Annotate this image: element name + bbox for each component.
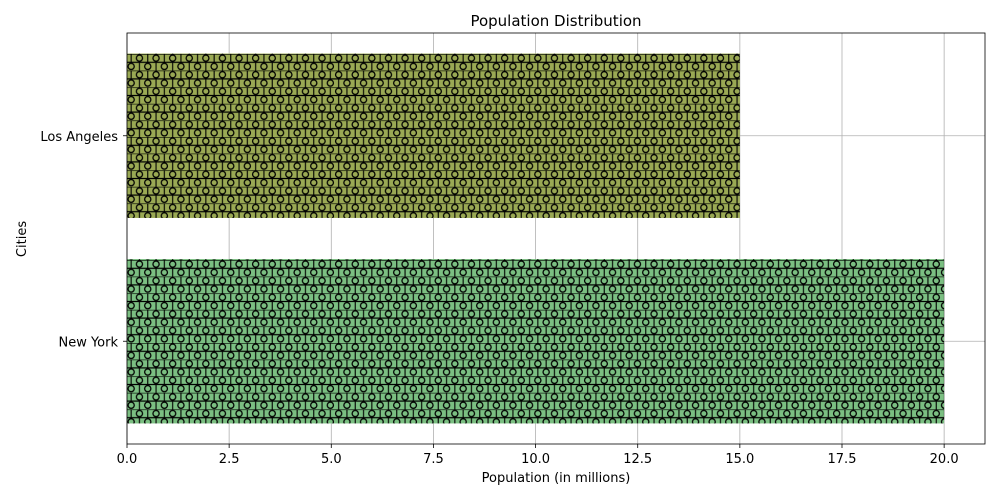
bar-los-angeles [127,53,740,218]
x-tick-label: 2.5 [219,452,240,467]
chart-title: Population Distribution [470,12,641,30]
bars [127,53,945,424]
x-tick-label: 7.5 [423,452,444,467]
bar-new-york [127,259,945,424]
x-tick-label: 0.0 [117,452,138,467]
y-tick-label: New York [58,335,118,350]
y-tick-label: Los Angeles [40,130,118,145]
x-axis-label: Population (in millions) [482,471,631,486]
y-axis-label: Cities [15,221,30,257]
x-tick-label: 10.0 [521,452,550,467]
axes: 0.0 2.5 5.0 7.5 10.0 12.5 15.0 17.5 20.0 Los Ange… [40,32,986,467]
plot-frame [126,32,986,445]
x-tick-label: 12.5 [623,452,652,467]
x-tick-label: 15.0 [725,452,754,467]
x-tick-label: 5.0 [321,452,342,467]
x-tick-label: 17.5 [828,452,857,467]
x-tick-label: 20.0 [930,452,959,467]
